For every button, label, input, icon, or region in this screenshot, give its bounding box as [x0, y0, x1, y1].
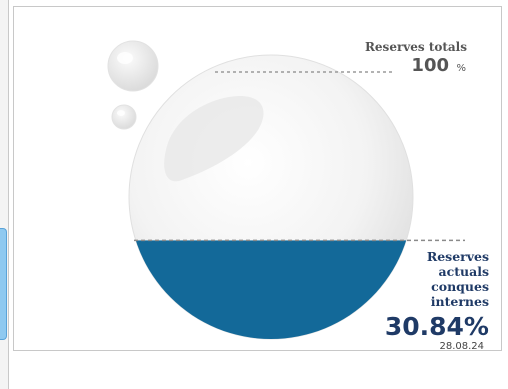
total-value: 100: [411, 55, 449, 76]
current-label-line: actuals: [438, 264, 489, 279]
left-panel-edge: [0, 0, 9, 389]
current-label-line: Reserves: [426, 249, 489, 264]
current-label-line: internes: [430, 294, 489, 309]
total-unit: %: [456, 63, 466, 74]
sphere-highlight: [164, 95, 264, 182]
current-value: 30.84%: [384, 312, 489, 341]
bubble-small: [111, 104, 137, 130]
left-panel-tab[interactable]: [0, 228, 7, 340]
current-date: 28.08.24: [439, 341, 484, 352]
current-label-line: conques: [431, 279, 489, 294]
total-label: Reserves totals: [364, 40, 467, 54]
bubble-large: [107, 40, 159, 92]
current-label: Reserves actuals conques internes: [427, 249, 489, 309]
